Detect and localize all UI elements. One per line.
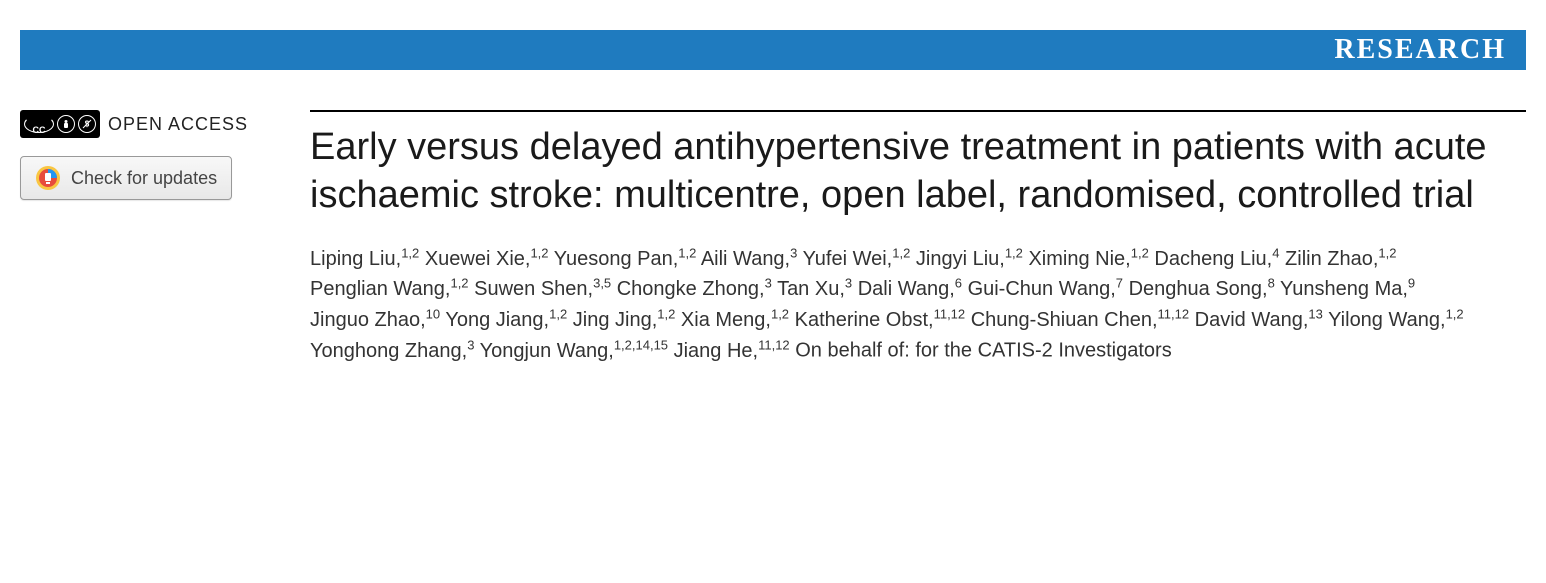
author: Suwen Shen,3,5 (474, 278, 611, 300)
author: Jingyi Liu,1,2 (916, 248, 1023, 270)
author: Dacheng Liu,4 (1154, 248, 1279, 270)
author: Liping Liu,1,2 (310, 248, 419, 270)
author: Xuewei Xie,1,2 (425, 248, 549, 270)
cc-license-icon: CC $ (20, 110, 100, 138)
author: Yuesong Pan,1,2 (554, 248, 697, 270)
nc-icon: $ (78, 115, 96, 133)
article-title: Early versus delayed antihypertensive tr… (310, 124, 1526, 219)
section-header-bar: RESEARCH (20, 30, 1526, 70)
cc-icon: CC (24, 115, 54, 133)
author: Aili Wang,3 (701, 248, 798, 270)
author: Denghua Song,8 (1129, 278, 1275, 300)
section-label: RESEARCH (1334, 34, 1506, 66)
author: Gui-Chun Wang,7 (968, 278, 1123, 300)
article-main: Early versus delayed antihypertensive tr… (310, 110, 1526, 366)
author: Yufei Wei,1,2 (803, 248, 911, 270)
check-updates-label: Check for updates (71, 168, 217, 189)
author: Tan Xu,3 (777, 278, 852, 300)
author: Jinguo Zhao,10 (310, 309, 440, 331)
crossmark-icon (35, 165, 61, 191)
author: Yong Jiang,1,2 (445, 309, 567, 331)
author: Yongjun Wang,1,2,14,15 (480, 340, 668, 362)
check-updates-button[interactable]: Check for updates (20, 156, 232, 200)
author-list: Liping Liu,1,2 Xuewei Xie,1,2 Yuesong Pa… (310, 243, 1526, 366)
author: Yunsheng Ma,9 (1280, 278, 1415, 300)
behalf-text: On behalf of: for the CATIS-2 Investigat… (795, 340, 1171, 362)
author: Chung-Shiuan Chen,11,12 (971, 309, 1189, 331)
author: Zilin Zhao,1,2 (1285, 248, 1396, 270)
author: Katherine Obst,11,12 (795, 309, 966, 331)
content-row: CC $ OPEN ACCESS Check for updates Ea (20, 110, 1526, 366)
author: Penglian Wang,1,2 (310, 278, 469, 300)
sidebar: CC $ OPEN ACCESS Check for updates (20, 110, 280, 366)
author: Jing Jing,1,2 (573, 309, 676, 331)
author: Ximing Nie,1,2 (1028, 248, 1148, 270)
open-access-badge: CC $ OPEN ACCESS (20, 110, 280, 138)
author: Chongke Zhong,3 (617, 278, 772, 300)
open-access-label: OPEN ACCESS (108, 114, 248, 135)
author: Jiang He,11,12 (674, 340, 790, 362)
author: David Wang,13 (1195, 309, 1323, 331)
by-icon (57, 115, 75, 133)
author: Xia Meng,1,2 (681, 309, 789, 331)
author: Yonghong Zhang,3 (310, 340, 474, 362)
author: Yilong Wang,1,2 (1328, 309, 1464, 331)
author: Dali Wang,6 (858, 278, 962, 300)
